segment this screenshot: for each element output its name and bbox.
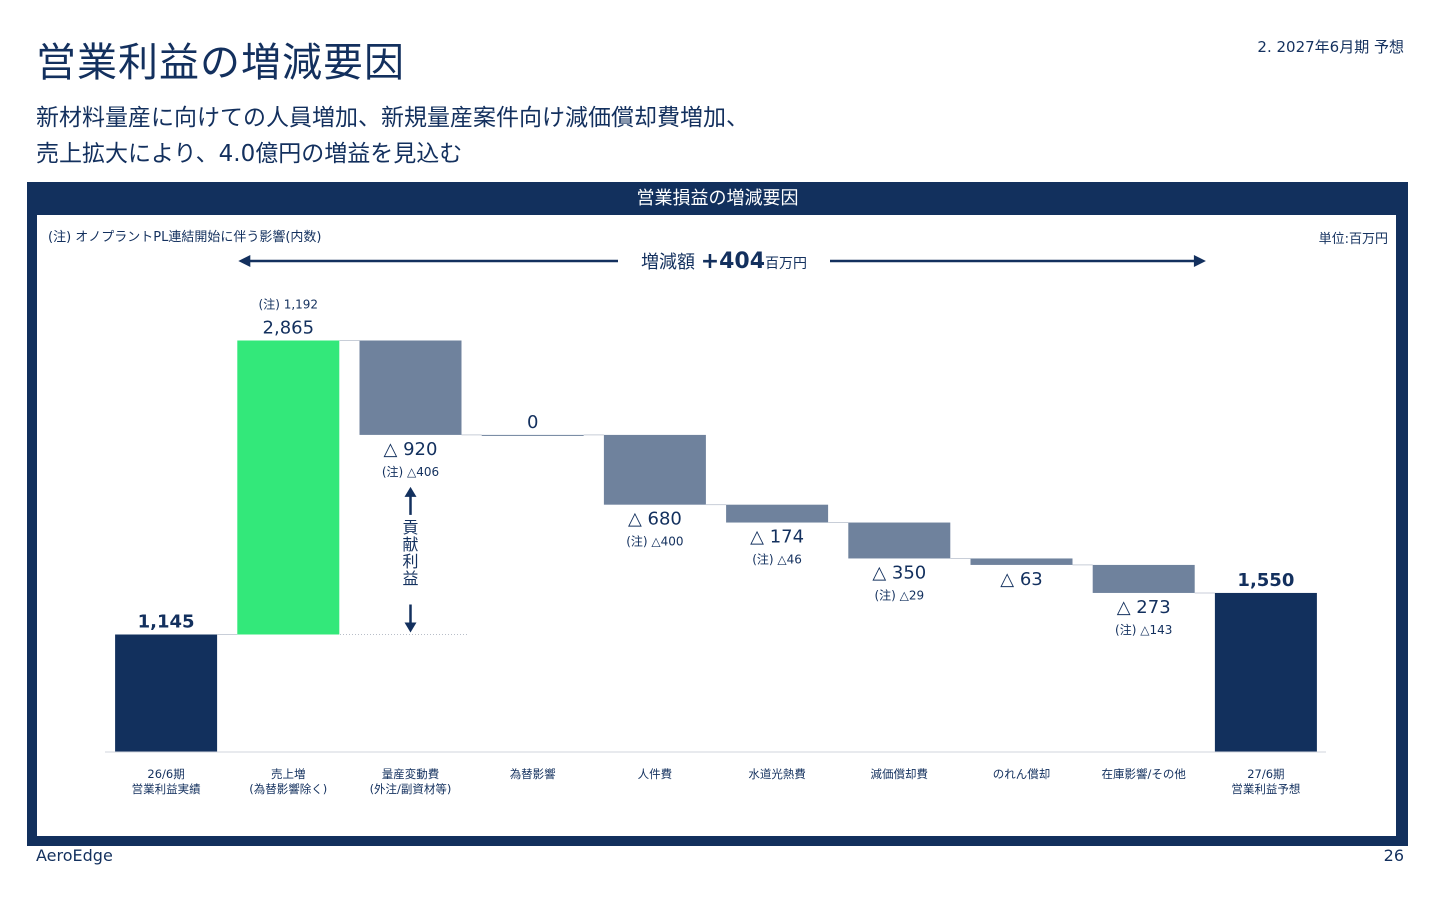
- note-label-4: (注) △400: [626, 534, 683, 549]
- value-label-6: △ 350: [872, 562, 926, 583]
- category-label-8-0: 在庫影響/その他: [1102, 767, 1187, 781]
- change-label-text: 増減額: [641, 252, 701, 273]
- category-label-2-1: (外注/副資材等): [370, 782, 452, 796]
- value-label-1: 2,865: [263, 317, 315, 338]
- value-label-4: △ 680: [628, 509, 682, 530]
- category-label-9-0: 27/6期: [1247, 767, 1284, 781]
- value-label-5: △ 174: [750, 527, 804, 548]
- bar-9: [1214, 592, 1317, 752]
- value-label-0: 1,145: [138, 612, 195, 633]
- contribution-label-char-3: 益: [402, 569, 418, 588]
- value-label-9: 1,550: [1237, 570, 1294, 591]
- change-arrow-left-head: [238, 255, 251, 267]
- category-label-9-1: 営業利益予想: [1231, 782, 1300, 796]
- bar-1: [237, 340, 340, 635]
- category-label-0-1: 営業利益実績: [132, 782, 201, 796]
- change-value: +404: [701, 249, 765, 274]
- change-unit: 百万円: [765, 256, 807, 272]
- category-label-3-0: 為替影響: [510, 767, 556, 781]
- contribution-arrow-up-head: [404, 486, 417, 497]
- category-label-4-0: 人件費: [638, 767, 673, 781]
- category-label-0-0: 26/6期: [147, 767, 184, 781]
- note-label-5: (注) △46: [752, 552, 802, 567]
- note-label-2: (注) △406: [382, 464, 439, 479]
- category-label-1-0: 売上増: [271, 767, 306, 781]
- note-label-8: (注) △143: [1115, 622, 1172, 637]
- page-number: 26: [1383, 846, 1404, 865]
- bar-0: [115, 634, 218, 752]
- category-label-7-0: のれん償却: [993, 767, 1051, 781]
- change-label: 増減額 +404百万円: [641, 249, 807, 274]
- category-label-1-1: (為替影響除く): [249, 782, 327, 796]
- value-label-3: 0: [527, 412, 538, 433]
- note-label-1: (注) 1,192: [259, 296, 319, 311]
- bar-2: [359, 340, 462, 435]
- contribution-arrow-down-head: [404, 622, 417, 633]
- value-label-2: △ 920: [384, 439, 438, 460]
- contribution-label-char-0: 貢: [402, 518, 418, 537]
- category-label-5-0: 水道光熱費: [748, 767, 806, 781]
- section-label: 2. 2027年6月期 予想: [1257, 38, 1404, 56]
- contribution-label-char-2: 利: [402, 552, 418, 571]
- note-text: (注) オノプラントPL連結開始に伴う影響(内数): [48, 230, 322, 245]
- value-label-7: △ 63: [1000, 569, 1042, 590]
- bar-5: [726, 504, 829, 523]
- category-label-6-0: 減価償却費: [871, 767, 929, 781]
- bar-8: [1092, 564, 1195, 593]
- unit-label: 単位:百万円: [1318, 232, 1388, 247]
- bar-4: [603, 434, 706, 505]
- subtitle-line-1: 新材料量産に向けての人員増加、新規量産案件向け減価償却費増加、: [36, 105, 749, 131]
- chart-box-title: 営業損益の増減要因: [636, 188, 799, 209]
- bar-6: [848, 522, 951, 559]
- subtitle-line-2: 売上拡大により、4.0億円の増益を見込む: [36, 141, 463, 167]
- page-subtitle: 新材料量産に向けての人員増加、新規量産案件向け減価償却費増加、 売上拡大により、…: [36, 100, 749, 172]
- company-name: AeroEdge: [36, 846, 113, 865]
- note-label-6: (注) △29: [874, 587, 924, 602]
- change-arrow-right-head: [1193, 255, 1206, 267]
- category-label-2-0: 量産変動費: [382, 767, 440, 781]
- bar-3: [481, 434, 584, 436]
- bar-7: [970, 558, 1073, 565]
- page-title: 営業利益の増減要因: [36, 40, 405, 86]
- contribution-label-char-1: 献: [402, 535, 418, 554]
- value-label-8: △ 273: [1117, 597, 1171, 618]
